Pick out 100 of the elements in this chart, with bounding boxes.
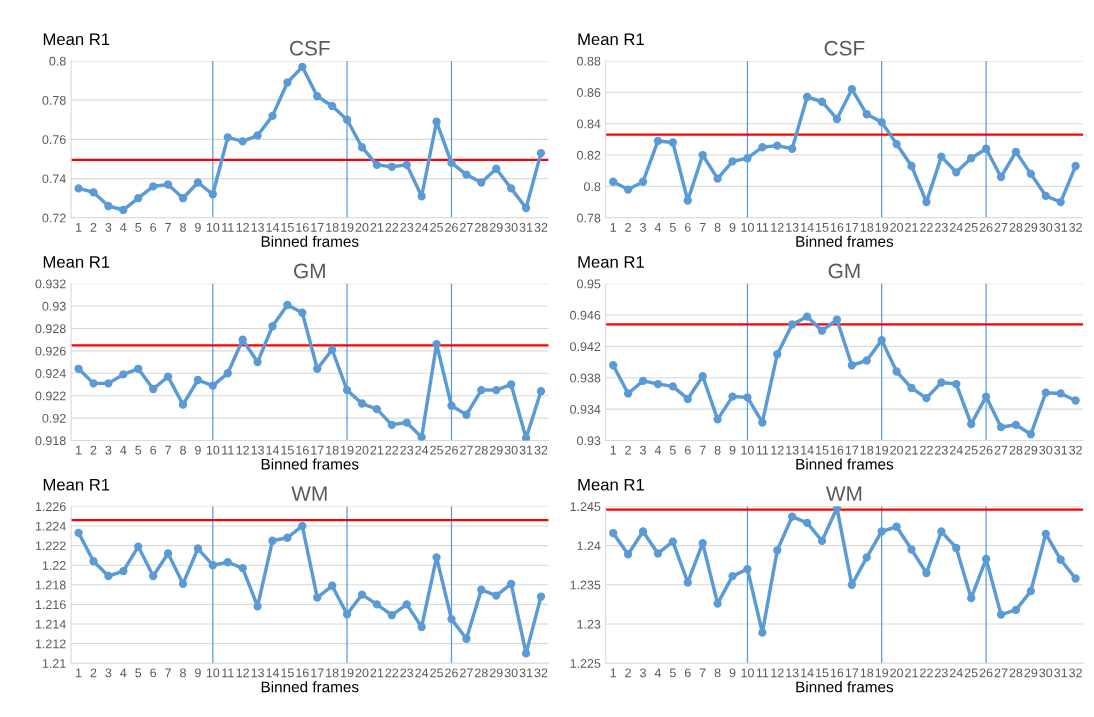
point <box>728 157 737 166</box>
x-tick-label: 9 <box>195 445 201 455</box>
x-tick-label: 4 <box>654 223 662 232</box>
chart-title: WM <box>825 486 862 501</box>
x-tick-label: 32 <box>1069 445 1082 455</box>
x-tick-label: 7 <box>699 668 706 678</box>
x-tick-label: 31 <box>1054 445 1068 455</box>
point <box>922 568 931 578</box>
x-tick-label: 28 <box>1009 222 1023 232</box>
y-tick-label: 0.93 <box>42 301 66 311</box>
x-tick-label: 28 <box>1009 668 1023 678</box>
point <box>609 177 618 186</box>
point <box>1041 529 1050 538</box>
x-tick-label: 4 <box>654 445 662 455</box>
point <box>357 143 367 152</box>
point <box>148 182 158 191</box>
point <box>506 184 516 193</box>
point <box>104 571 113 581</box>
x-tick-label: 22 <box>385 222 399 232</box>
x-tick-label: 13 <box>786 222 799 232</box>
x-tick-label: 23 <box>935 222 948 232</box>
point <box>74 184 83 193</box>
point <box>937 152 946 161</box>
point <box>1011 147 1021 157</box>
y-axis-title: Mean R1 <box>578 256 644 268</box>
point <box>937 527 946 536</box>
point <box>1026 430 1036 439</box>
point <box>638 376 648 386</box>
y-tick-label: 1.224 <box>35 521 66 531</box>
x-tick-label: 2 <box>90 222 97 232</box>
x-tick-label: 27 <box>460 222 473 232</box>
y-tick-label: 0.924 <box>35 369 66 378</box>
point <box>238 563 247 573</box>
x-tick-label: 31 <box>519 222 533 232</box>
x-tick-label: 25 <box>964 668 978 678</box>
point <box>402 600 411 609</box>
point <box>462 410 471 419</box>
point <box>788 320 797 329</box>
point <box>208 561 217 570</box>
point <box>668 382 678 391</box>
point <box>313 92 322 101</box>
x-tick-label: 9 <box>729 668 736 678</box>
x-tick-label: 27 <box>460 668 473 678</box>
point <box>1011 605 1021 615</box>
x-tick-label: 24 <box>949 668 963 678</box>
point <box>193 375 203 385</box>
x-tick-label: 24 <box>415 668 429 678</box>
x-tick-label: 16 <box>830 668 844 678</box>
point <box>1071 396 1080 405</box>
point <box>758 628 767 637</box>
x-tick-label: 13 <box>251 445 264 455</box>
point <box>283 78 292 87</box>
x-tick-label: 18 <box>860 668 874 678</box>
point <box>609 528 618 538</box>
x-tick-label: 16 <box>830 445 844 455</box>
x-tick-label: 23 <box>400 668 414 678</box>
point <box>521 203 531 213</box>
x-tick-label: 22 <box>920 445 933 455</box>
point <box>638 527 648 536</box>
x-tick-label: 15 <box>816 223 829 232</box>
point <box>372 160 382 170</box>
point <box>937 378 946 387</box>
point <box>996 423 1006 432</box>
y-tick-label: 0.74 <box>42 174 66 184</box>
point <box>417 622 426 632</box>
point <box>74 528 83 538</box>
y-tick-label: 0.84 <box>577 119 601 129</box>
x-axis-title: Binned frames <box>261 681 359 693</box>
point <box>163 180 173 189</box>
x-tick-label: 24 <box>949 445 963 455</box>
x-tick-label: 16 <box>296 222 309 232</box>
point <box>952 168 961 177</box>
point <box>208 381 217 390</box>
x-tick-label: 29 <box>489 445 503 455</box>
chart-title: CSF <box>824 40 865 56</box>
x-tick-label: 26 <box>445 445 458 455</box>
point <box>432 117 441 126</box>
point <box>163 549 173 558</box>
x-tick-label: 25 <box>430 222 443 232</box>
point <box>492 385 501 395</box>
x-tick-label: 26 <box>979 668 993 678</box>
x-tick-label: 23 <box>935 668 948 678</box>
x-tick-label: 11 <box>222 445 234 455</box>
x-tick-label: 11 <box>756 223 769 232</box>
x-tick-label: 27 <box>994 222 1008 232</box>
point <box>1056 555 1065 564</box>
x-tick-label: 30 <box>1039 445 1053 455</box>
x-tick-label: 22 <box>385 445 399 455</box>
x-tick-label: 30 <box>1039 668 1053 678</box>
x-tick-label: 10 <box>741 445 754 455</box>
x-tick-label: 31 <box>1054 668 1068 678</box>
point <box>268 111 277 121</box>
point <box>892 139 901 149</box>
y-tick-label: 0.82 <box>577 150 601 160</box>
point <box>847 85 857 94</box>
point <box>832 506 842 513</box>
point <box>877 527 886 536</box>
x-tick-label: 2 <box>625 445 631 455</box>
x-tick-label: 31 <box>519 445 533 455</box>
point <box>253 602 262 611</box>
